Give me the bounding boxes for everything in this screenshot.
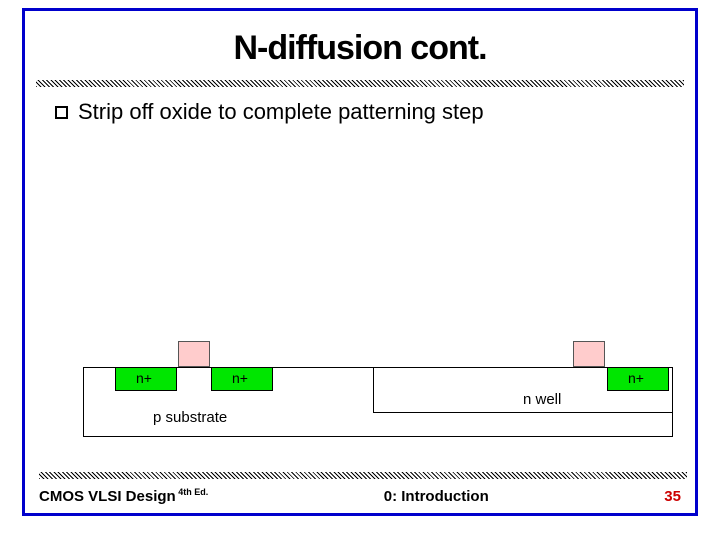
- footer-center: CMOS VLSI Design 4th Ed.: [39, 487, 208, 505]
- checkbox-bullet-icon: [55, 106, 68, 119]
- divider-top: [36, 80, 684, 87]
- ndiff-label: n+: [628, 370, 644, 386]
- bullet-text: Strip off oxide to complete patterning s…: [78, 99, 484, 125]
- footer-book-title: CMOS VLSI Design: [39, 488, 176, 505]
- slide-footer: CMOS VLSI Design 4th Ed. 0: Introduction…: [39, 487, 681, 505]
- substrate-label: p substrate: [153, 409, 227, 426]
- slide-title: N-diffusion cont.: [25, 29, 695, 68]
- poly-gate-region: [573, 341, 605, 367]
- slide-border: N-diffusion cont. Strip off oxide to com…: [22, 8, 698, 516]
- footer-page-number: 35: [664, 488, 681, 505]
- cross-section-diagram: n+ n+ n+ n well p substrate: [83, 341, 673, 461]
- footer-edition: 4th Ed.: [176, 487, 209, 497]
- ndiff-label: n+: [232, 370, 248, 386]
- footer-left: 0: Introduction: [384, 488, 489, 505]
- divider-bottom: [39, 472, 687, 479]
- bullet-row: Strip off oxide to complete patterning s…: [55, 99, 695, 125]
- nwell-label: n well: [523, 391, 561, 408]
- poly-gate-region: [178, 341, 210, 367]
- ndiff-label: n+: [136, 370, 152, 386]
